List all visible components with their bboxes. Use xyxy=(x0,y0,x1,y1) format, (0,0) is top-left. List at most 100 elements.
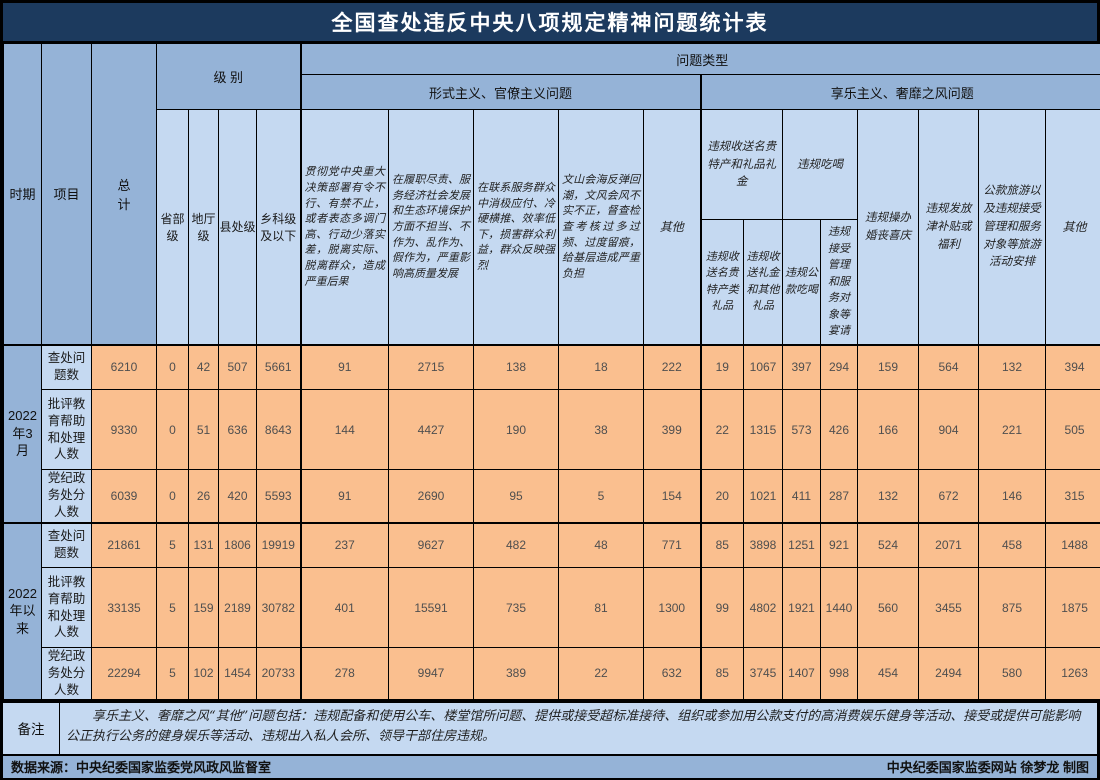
col-header-period: 时期 xyxy=(3,43,42,345)
value-cell: 3455 xyxy=(918,567,979,648)
value-cell: 131 xyxy=(188,522,219,568)
value-cell: 2715 xyxy=(388,343,474,390)
item-label: 查处问题数 xyxy=(41,343,92,390)
item-label: 查处问题数 xyxy=(41,522,92,568)
value-cell: 166 xyxy=(857,389,919,470)
value-cell: 138 xyxy=(473,343,559,390)
value-cell: 560 xyxy=(857,567,919,648)
value-cell: 6210 xyxy=(91,343,157,390)
col-header-hedonism-other: 其他 xyxy=(1044,109,1100,345)
value-cell: 99 xyxy=(700,567,744,648)
value-cell: 190 xyxy=(473,389,559,470)
value-cell: 426 xyxy=(820,389,858,470)
value-cell: 146 xyxy=(978,469,1046,524)
col-header-allowances: 违规发放津补贴或福利 xyxy=(918,109,979,345)
value-cell: 904 xyxy=(918,389,979,470)
value-cell: 95 xyxy=(473,469,559,524)
value-cell: 875 xyxy=(978,567,1046,648)
footer-bar: 数据来源：中央纪委国家监委党风政风监督室 中央纪委国家监委网站 徐梦龙 制图 xyxy=(3,753,1097,778)
col-header-formalism-masses: 在联系服务群众中消极应付、冷硬横推、效率低下，损害群众利益，群众反映强烈 xyxy=(473,109,559,345)
value-cell: 2189 xyxy=(218,567,257,648)
value-cell: 19 xyxy=(700,343,744,390)
value-cell: 154 xyxy=(643,469,702,524)
value-cell: 580 xyxy=(978,646,1046,701)
value-cell: 4802 xyxy=(743,567,783,648)
value-cell: 1921 xyxy=(782,567,821,648)
note-label: 备注 xyxy=(3,702,60,754)
value-cell: 454 xyxy=(857,646,919,701)
value-cell: 573 xyxy=(782,389,821,470)
item-label: 党纪政务处分人数 xyxy=(41,646,92,701)
value-cell: 524 xyxy=(857,522,919,568)
item-label: 批评教育帮助和处理人数 xyxy=(41,567,92,648)
item-label: 党纪政务处分人数 xyxy=(41,469,92,524)
col-header-level-province: 省部级 xyxy=(156,109,189,345)
value-cell: 1067 xyxy=(743,343,783,390)
value-cell: 221 xyxy=(978,389,1046,470)
value-cell: 399 xyxy=(643,389,702,470)
col-header-item: 项目 xyxy=(41,43,92,345)
value-cell: 51 xyxy=(188,389,219,470)
value-cell: 287 xyxy=(820,469,858,524)
value-cell: 5 xyxy=(156,567,189,648)
group-header-problem-type: 问题类型 xyxy=(299,43,1100,75)
value-cell: 132 xyxy=(857,469,919,524)
value-cell: 1407 xyxy=(782,646,821,701)
value-cell: 1300 xyxy=(643,567,702,648)
value-cell: 26 xyxy=(188,469,219,524)
value-cell: 132 xyxy=(978,343,1046,390)
value-cell: 507 xyxy=(218,343,257,390)
value-cell: 33135 xyxy=(91,567,157,648)
value-cell: 1806 xyxy=(218,522,257,568)
value-cell: 1488 xyxy=(1044,522,1100,568)
value-cell: 1315 xyxy=(743,389,783,470)
value-cell: 9627 xyxy=(388,522,474,568)
group-header-gifts: 违规收送名贵特产和礼品礼金 xyxy=(700,109,783,220)
col-header-formalism-meetings: 文山会海反弹回潮，文风会风不实不正，督查检查考核过多过频、过度留痕，给基层造成严… xyxy=(558,109,644,345)
value-cell: 222 xyxy=(643,343,702,390)
value-cell: 3745 xyxy=(743,646,783,701)
col-header-dining-banquets: 违规接受管理和服务对象等宴请 xyxy=(820,219,858,345)
value-cell: 159 xyxy=(188,567,219,648)
col-header-formalism-decisions: 贯彻党中央重大决策部署有令不行、有禁不止，或者表态多调门高、行动少落实差，脱离实… xyxy=(300,109,389,345)
value-cell: 278 xyxy=(300,646,389,701)
value-cell: 632 xyxy=(643,646,702,701)
value-cell: 9947 xyxy=(388,646,474,701)
value-cell: 921 xyxy=(820,522,858,568)
value-cell: 85 xyxy=(700,646,744,701)
group-header-level: 级 别 xyxy=(156,43,302,110)
value-cell: 5593 xyxy=(256,469,302,524)
value-cell: 85 xyxy=(700,522,744,568)
value-cell: 397 xyxy=(782,343,821,390)
value-cell: 394 xyxy=(1044,343,1100,390)
value-cell: 144 xyxy=(300,389,389,470)
page-title: 全国查处违反中央八项规定精神问题统计表 xyxy=(3,3,1097,43)
group-header-formalism: 形式主义、官僚主义问题 xyxy=(300,74,702,110)
value-cell: 411 xyxy=(782,469,821,524)
value-cell: 482 xyxy=(473,522,559,568)
value-cell: 91 xyxy=(300,343,389,390)
value-cell: 18 xyxy=(558,343,644,390)
value-cell: 8643 xyxy=(256,389,302,470)
value-cell: 294 xyxy=(820,343,858,390)
col-header-dining-public-funds: 违规公款吃喝 xyxy=(782,219,821,345)
value-cell: 20 xyxy=(700,469,744,524)
value-cell: 315 xyxy=(1044,469,1100,524)
value-cell: 5 xyxy=(558,469,644,524)
value-cell: 5 xyxy=(156,522,189,568)
value-cell: 1251 xyxy=(782,522,821,568)
value-cell: 4427 xyxy=(388,389,474,470)
value-cell: 998 xyxy=(820,646,858,701)
value-cell: 636 xyxy=(218,389,257,470)
value-cell: 159 xyxy=(857,343,919,390)
col-header-formalism-other: 其他 xyxy=(643,109,702,345)
credit: 中央纪委国家监委网站 徐梦龙 制图 xyxy=(886,760,1089,776)
data-source: 数据来源：中央纪委国家监委党风政风监督室 xyxy=(11,760,272,776)
value-cell: 1021 xyxy=(743,469,783,524)
value-cell: 19919 xyxy=(256,522,302,568)
value-cell: 3898 xyxy=(743,522,783,568)
col-header-formalism-duty: 在履职尽责、服务经济社会发展和生态环境保护方面不担当、不作为、乱作为、假作为，严… xyxy=(388,109,474,345)
value-cell: 30782 xyxy=(256,567,302,648)
value-cell: 0 xyxy=(156,389,189,470)
